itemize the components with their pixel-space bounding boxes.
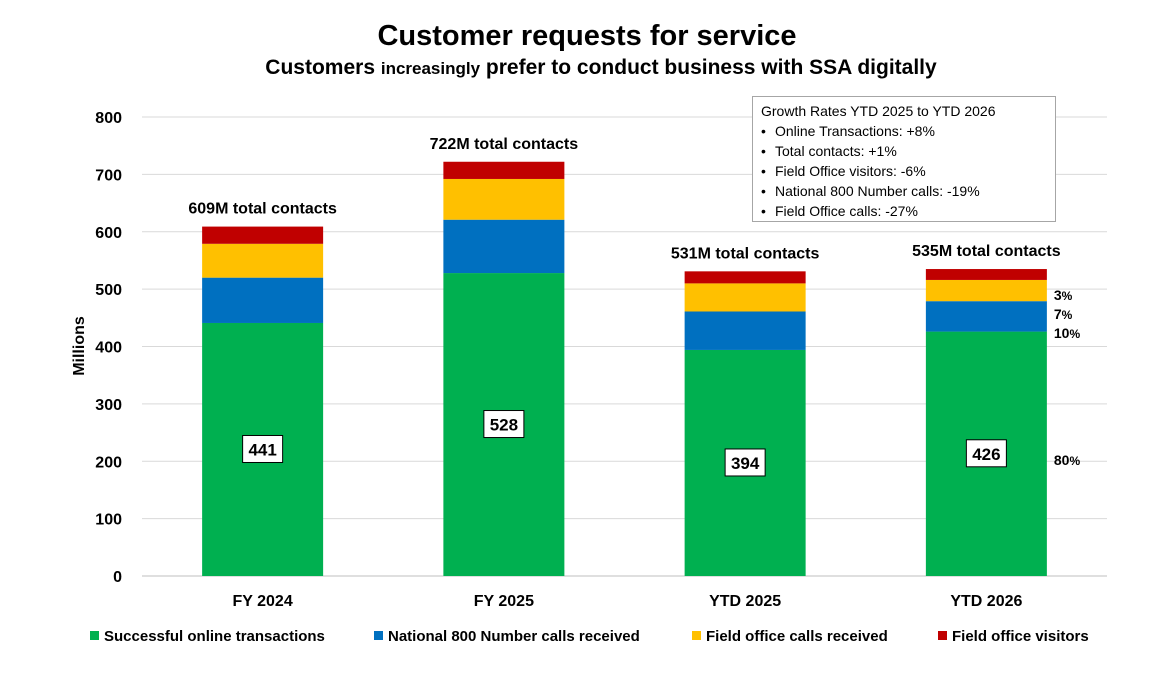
bar-segment	[202, 277, 324, 323]
growth-rate-item: Total contacts: +1%	[761, 141, 1047, 161]
value-label: 528	[490, 416, 518, 435]
legend-item-fo-calls: Field office calls received	[692, 628, 888, 645]
y-tick-label: 200	[95, 454, 122, 471]
total-label: 722M total contacts	[430, 136, 579, 153]
legend-item-800: National 800 Number calls received	[374, 628, 640, 645]
legend-label: Field office calls received	[706, 628, 888, 645]
legend-item-online: Successful online transactions	[90, 628, 325, 645]
total-label: 531M total contacts	[671, 245, 820, 262]
subtitle-part-1: Customers	[265, 56, 375, 79]
x-tick-label: FY 2024	[233, 593, 293, 610]
growth-rates-list: Online Transactions: +8% Total contacts:…	[761, 121, 1047, 221]
legend-swatch	[90, 631, 99, 640]
bar-segment	[925, 279, 1047, 302]
y-tick-label: 500	[95, 282, 122, 299]
share-annotation: 3%	[1054, 287, 1073, 303]
bar-segment	[925, 301, 1047, 332]
subtitle-part-3: prefer to conduct business with SSA digi…	[485, 56, 937, 79]
value-label: 426	[972, 445, 1000, 464]
value-label-box	[483, 410, 525, 439]
subtitle-part-2: increasingly	[380, 59, 481, 78]
x-tick-label: FY 2025	[474, 593, 534, 610]
legend-swatch	[374, 631, 383, 640]
y-axis-label: Millions	[71, 316, 88, 376]
value-label-box	[724, 448, 766, 477]
growth-rate-item: National 800 Number calls: -19%	[761, 181, 1047, 201]
bar-segment	[684, 311, 806, 350]
value-label: 394	[731, 454, 760, 473]
y-tick-label: 700	[95, 167, 122, 184]
total-label: 535M total contacts	[912, 243, 1061, 260]
y-tick-label: 400	[95, 340, 122, 357]
x-tick-label: YTD 2026	[950, 593, 1022, 610]
legend-swatch	[692, 631, 701, 640]
value-label-box	[242, 434, 284, 463]
growth-rate-item: Field Office visitors: -6%	[761, 161, 1047, 181]
share-annotation: 10%	[1054, 325, 1081, 341]
bar-segment	[684, 283, 806, 312]
y-tick-label: 600	[95, 225, 122, 242]
x-tick-label: YTD 2025	[709, 593, 781, 610]
y-tick-label: 300	[95, 397, 122, 414]
bar-segment	[443, 178, 565, 220]
chart-title: Customer requests for service	[377, 20, 797, 52]
share-annotation: 80%	[1054, 452, 1081, 468]
bar-segment	[443, 161, 565, 179]
bar-segment	[925, 269, 1047, 280]
total-label: 609M total contacts	[188, 201, 337, 218]
value-label-box	[965, 439, 1007, 468]
growth-rates-heading: Growth Rates YTD 2025 to YTD 2026	[761, 103, 996, 119]
legend-label: National 800 Number calls received	[388, 628, 640, 645]
y-tick-label: 800	[95, 110, 122, 127]
chart-subtitle: Customers increasingly prefer to conduct…	[0, 56, 1157, 80]
bar-segment	[202, 243, 324, 278]
share-annotation: 7%	[1054, 306, 1073, 322]
growth-rate-item: Field Office calls: -27%	[761, 201, 1047, 221]
value-label: 441	[248, 440, 276, 459]
bar-segment	[443, 219, 565, 274]
legend-swatch	[938, 631, 947, 640]
bar-segment	[684, 271, 806, 284]
y-tick-label: 0	[113, 569, 122, 586]
bar-segment	[202, 226, 324, 244]
y-tick-label: 100	[95, 512, 122, 529]
legend-label: Field office visitors	[952, 628, 1089, 645]
legend-item-fo-visitors: Field office visitors	[938, 628, 1089, 645]
growth-rate-item: Online Transactions: +8%	[761, 121, 1047, 141]
legend-label: Successful online transactions	[104, 628, 325, 645]
growth-rates-box: Growth Rates YTD 2025 to YTD 2026 Online…	[752, 96, 1056, 222]
